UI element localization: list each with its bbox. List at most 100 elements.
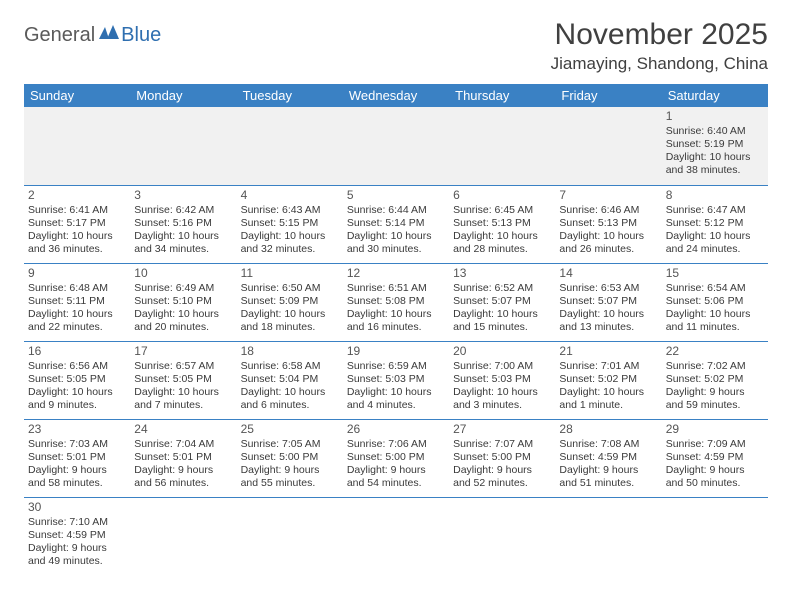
logo-text-blue: Blue xyxy=(121,24,161,47)
daylight-line: Daylight: 10 hours and 11 minutes. xyxy=(666,308,764,334)
sunset-line: Sunset: 5:03 PM xyxy=(347,373,445,386)
daylight-line: Daylight: 10 hours and 30 minutes. xyxy=(347,230,445,256)
calendar-empty xyxy=(237,497,343,575)
calendar-day: 18Sunrise: 6:58 AMSunset: 5:04 PMDayligh… xyxy=(237,341,343,419)
sunrise-line: Sunrise: 7:10 AM xyxy=(28,516,126,529)
sunset-line: Sunset: 5:17 PM xyxy=(28,217,126,230)
day-number: 5 xyxy=(347,188,445,203)
day-number: 4 xyxy=(241,188,339,203)
calendar-day: 30Sunrise: 7:10 AMSunset: 4:59 PMDayligh… xyxy=(24,497,130,575)
day-number: 26 xyxy=(347,422,445,437)
calendar-week: 1Sunrise: 6:40 AMSunset: 5:19 PMDaylight… xyxy=(24,107,768,185)
sunset-line: Sunset: 4:59 PM xyxy=(559,451,657,464)
calendar-week: 2Sunrise: 6:41 AMSunset: 5:17 PMDaylight… xyxy=(24,185,768,263)
sunset-line: Sunset: 4:59 PM xyxy=(28,529,126,542)
sunrise-line: Sunrise: 6:48 AM xyxy=(28,282,126,295)
sunrise-line: Sunrise: 7:00 AM xyxy=(453,360,551,373)
sunrise-line: Sunrise: 6:54 AM xyxy=(666,282,764,295)
day-number: 25 xyxy=(241,422,339,437)
weekday-header-row: SundayMondayTuesdayWednesdayThursdayFrid… xyxy=(24,84,768,107)
day-number: 14 xyxy=(559,266,657,281)
sunrise-line: Sunrise: 6:49 AM xyxy=(134,282,232,295)
sunrise-line: Sunrise: 6:58 AM xyxy=(241,360,339,373)
daylight-line: Daylight: 9 hours and 50 minutes. xyxy=(666,464,764,490)
day-number: 16 xyxy=(28,344,126,359)
calendar-empty xyxy=(24,107,130,185)
day-number: 28 xyxy=(559,422,657,437)
calendar-day: 1Sunrise: 6:40 AMSunset: 5:19 PMDaylight… xyxy=(662,107,768,185)
calendar-empty xyxy=(343,497,449,575)
weekday-header: Wednesday xyxy=(343,84,449,107)
sunrise-line: Sunrise: 6:57 AM xyxy=(134,360,232,373)
daylight-line: Daylight: 10 hours and 24 minutes. xyxy=(666,230,764,256)
daylight-line: Daylight: 10 hours and 38 minutes. xyxy=(666,151,764,177)
weekday-header: Sunday xyxy=(24,84,130,107)
calendar-week: 16Sunrise: 6:56 AMSunset: 5:05 PMDayligh… xyxy=(24,341,768,419)
day-number: 1 xyxy=(666,109,764,124)
day-number: 22 xyxy=(666,344,764,359)
daylight-line: Daylight: 10 hours and 26 minutes. xyxy=(559,230,657,256)
calendar-day: 28Sunrise: 7:08 AMSunset: 4:59 PMDayligh… xyxy=(555,419,661,497)
sunrise-line: Sunrise: 7:07 AM xyxy=(453,438,551,451)
sunrise-line: Sunrise: 6:47 AM xyxy=(666,204,764,217)
calendar-empty xyxy=(130,497,236,575)
sunset-line: Sunset: 5:00 PM xyxy=(453,451,551,464)
daylight-line: Daylight: 9 hours and 58 minutes. xyxy=(28,464,126,490)
day-number: 30 xyxy=(28,500,126,515)
daylight-line: Daylight: 10 hours and 7 minutes. xyxy=(134,386,232,412)
calendar-week: 23Sunrise: 7:03 AMSunset: 5:01 PMDayligh… xyxy=(24,419,768,497)
calendar-week: 30Sunrise: 7:10 AMSunset: 4:59 PMDayligh… xyxy=(24,497,768,575)
location: Jiamaying, Shandong, China xyxy=(551,54,768,74)
month-title: November 2025 xyxy=(551,18,768,52)
day-number: 10 xyxy=(134,266,232,281)
sunset-line: Sunset: 5:07 PM xyxy=(559,295,657,308)
calendar-empty xyxy=(662,497,768,575)
daylight-line: Daylight: 10 hours and 36 minutes. xyxy=(28,230,126,256)
day-number: 12 xyxy=(347,266,445,281)
calendar-day: 26Sunrise: 7:06 AMSunset: 5:00 PMDayligh… xyxy=(343,419,449,497)
calendar-day: 4Sunrise: 6:43 AMSunset: 5:15 PMDaylight… xyxy=(237,185,343,263)
day-number: 11 xyxy=(241,266,339,281)
sunrise-line: Sunrise: 6:40 AM xyxy=(666,125,764,138)
daylight-line: Daylight: 10 hours and 15 minutes. xyxy=(453,308,551,334)
calendar-day: 6Sunrise: 6:45 AMSunset: 5:13 PMDaylight… xyxy=(449,185,555,263)
daylight-line: Daylight: 9 hours and 51 minutes. xyxy=(559,464,657,490)
sunset-line: Sunset: 5:01 PM xyxy=(28,451,126,464)
calendar-day: 11Sunrise: 6:50 AMSunset: 5:09 PMDayligh… xyxy=(237,263,343,341)
sunrise-line: Sunrise: 7:09 AM xyxy=(666,438,764,451)
sunset-line: Sunset: 5:01 PM xyxy=(134,451,232,464)
sunset-line: Sunset: 5:07 PM xyxy=(453,295,551,308)
day-number: 24 xyxy=(134,422,232,437)
sunset-line: Sunset: 5:19 PM xyxy=(666,138,764,151)
calendar-day: 27Sunrise: 7:07 AMSunset: 5:00 PMDayligh… xyxy=(449,419,555,497)
calendar-empty xyxy=(449,497,555,575)
daylight-line: Daylight: 10 hours and 16 minutes. xyxy=(347,308,445,334)
calendar-day: 12Sunrise: 6:51 AMSunset: 5:08 PMDayligh… xyxy=(343,263,449,341)
weekday-header: Saturday xyxy=(662,84,768,107)
daylight-line: Daylight: 10 hours and 28 minutes. xyxy=(453,230,551,256)
sunrise-line: Sunrise: 7:02 AM xyxy=(666,360,764,373)
calendar-day: 16Sunrise: 6:56 AMSunset: 5:05 PMDayligh… xyxy=(24,341,130,419)
day-number: 29 xyxy=(666,422,764,437)
day-number: 2 xyxy=(28,188,126,203)
calendar-day: 20Sunrise: 7:00 AMSunset: 5:03 PMDayligh… xyxy=(449,341,555,419)
day-number: 3 xyxy=(134,188,232,203)
calendar-body: 1Sunrise: 6:40 AMSunset: 5:19 PMDaylight… xyxy=(24,107,768,575)
calendar-day: 29Sunrise: 7:09 AMSunset: 4:59 PMDayligh… xyxy=(662,419,768,497)
daylight-line: Daylight: 9 hours and 56 minutes. xyxy=(134,464,232,490)
sunset-line: Sunset: 5:15 PM xyxy=(241,217,339,230)
calendar-day: 15Sunrise: 6:54 AMSunset: 5:06 PMDayligh… xyxy=(662,263,768,341)
sunrise-line: Sunrise: 7:06 AM xyxy=(347,438,445,451)
calendar-day: 19Sunrise: 6:59 AMSunset: 5:03 PMDayligh… xyxy=(343,341,449,419)
sunset-line: Sunset: 5:02 PM xyxy=(559,373,657,386)
sunset-line: Sunset: 5:00 PM xyxy=(241,451,339,464)
sunrise-line: Sunrise: 6:56 AM xyxy=(28,360,126,373)
logo: General Blue xyxy=(24,24,161,47)
daylight-line: Daylight: 9 hours and 54 minutes. xyxy=(347,464,445,490)
sunset-line: Sunset: 5:00 PM xyxy=(347,451,445,464)
daylight-line: Daylight: 10 hours and 13 minutes. xyxy=(559,308,657,334)
sunset-line: Sunset: 5:08 PM xyxy=(347,295,445,308)
calendar-day: 10Sunrise: 6:49 AMSunset: 5:10 PMDayligh… xyxy=(130,263,236,341)
calendar-day: 13Sunrise: 6:52 AMSunset: 5:07 PMDayligh… xyxy=(449,263,555,341)
sunrise-line: Sunrise: 6:46 AM xyxy=(559,204,657,217)
